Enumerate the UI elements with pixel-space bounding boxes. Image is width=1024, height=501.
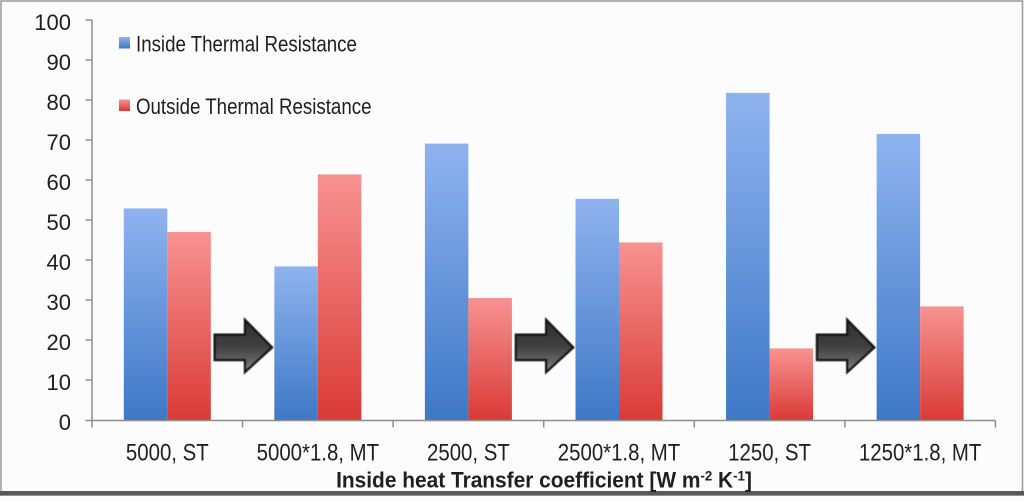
svg-text:10: 10 bbox=[47, 370, 71, 395]
svg-text:0: 0 bbox=[59, 410, 71, 435]
svg-text:1250*1.8, MT: 1250*1.8, MT bbox=[859, 439, 982, 466]
svg-text:2500*1.8, MT: 2500*1.8, MT bbox=[558, 439, 681, 466]
svg-text:60: 60 bbox=[47, 170, 71, 195]
svg-text:100: 100 bbox=[34, 10, 71, 35]
svg-text:5000, ST: 5000, ST bbox=[126, 439, 209, 466]
svg-text:2500, ST: 2500, ST bbox=[427, 439, 510, 466]
svg-text:50: 50 bbox=[47, 210, 71, 235]
svg-text:90: 90 bbox=[47, 50, 71, 75]
svg-text:Inside Thermal Resistance: Inside Thermal Resistance bbox=[136, 33, 357, 57]
svg-text:20: 20 bbox=[47, 330, 71, 355]
svg-text:80: 80 bbox=[47, 90, 71, 115]
svg-text:30: 30 bbox=[47, 290, 71, 315]
svg-text:70: 70 bbox=[47, 130, 71, 155]
svg-text:1250, ST: 1250, ST bbox=[728, 439, 811, 466]
svg-text:Inside heat Transfer coefficie: Inside heat Transfer coefficient [W m-2 … bbox=[336, 468, 752, 493]
svg-text:Outside Thermal Resistance: Outside Thermal Resistance bbox=[136, 95, 371, 119]
svg-text:40: 40 bbox=[47, 250, 71, 275]
svg-text:5000*1.8, MT: 5000*1.8, MT bbox=[257, 439, 380, 466]
